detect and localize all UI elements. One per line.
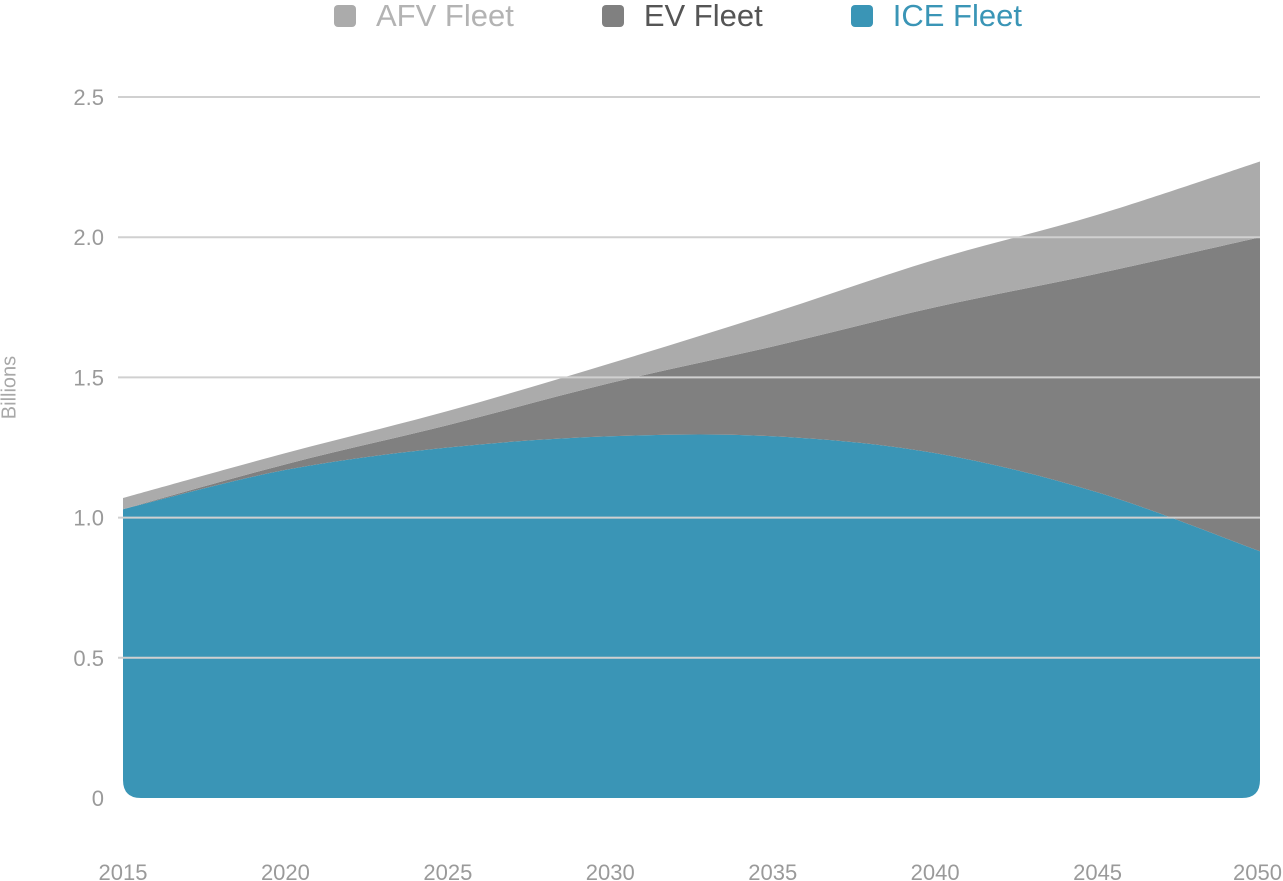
gridlines — [118, 96, 1260, 659]
y-axis: 0 0.5 1.0 1.5 2.0 2.5 — [73, 85, 104, 811]
area-ev-fleet — [123, 237, 1260, 552]
x-tick-label: 2015 — [99, 860, 148, 881]
legend-label: ICE Fleet — [892, 0, 1022, 33]
series-areas — [123, 161, 1260, 798]
y-tick-label: 1.5 — [73, 365, 104, 390]
legend-item: ICE Fleet — [850, 0, 1022, 33]
legend: AFV Fleet EV Fleet ICE Fleet — [334, 0, 1110, 32]
legend-swatch — [601, 5, 624, 27]
x-tick-label: 2045 — [1073, 860, 1122, 881]
x-tick-label: 2035 — [748, 860, 797, 881]
y-tick-label: 1.0 — [73, 506, 104, 531]
y-tick-label: 0 — [92, 786, 104, 811]
y-tick-label: 2.5 — [73, 85, 104, 110]
legend-label: EV Fleet — [643, 0, 763, 33]
legend-item: EV Fleet — [601, 0, 763, 33]
x-tick-label: 2025 — [423, 860, 472, 881]
legend-label: AFV Fleet — [376, 0, 514, 33]
x-tick-label: 2020 — [261, 860, 310, 881]
x-tick-label: 2050 — [1233, 860, 1282, 881]
y-tick-label: 0.5 — [73, 646, 104, 671]
y-tick-label: 2.0 — [73, 225, 104, 250]
x-axis: 2015 2020 2025 2030 2035 2040 2045 2050 — [99, 860, 1282, 881]
x-tick-label: 2040 — [911, 860, 960, 881]
legend-item: AFV Fleet — [334, 0, 514, 32]
area-afv-fleet — [123, 161, 1260, 510]
legend-swatch — [334, 5, 356, 27]
legend-swatch — [850, 5, 873, 27]
area-ice-fleet — [123, 434, 1260, 798]
x-tick-label: 2030 — [586, 860, 635, 881]
